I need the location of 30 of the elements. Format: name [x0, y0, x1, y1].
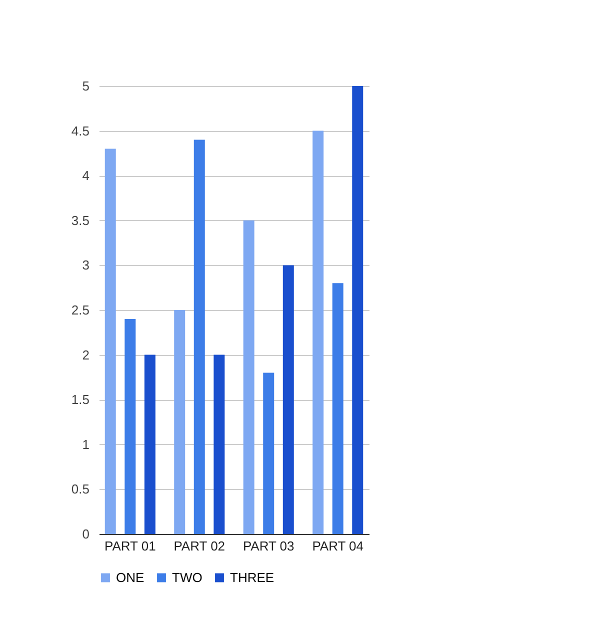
bar: [282, 265, 294, 534]
legend-label: ONE: [116, 570, 144, 585]
legend-label: THREE: [230, 570, 274, 585]
y-tick-label: 3.5: [71, 212, 90, 228]
y-tick-label: 4.5: [71, 123, 90, 138]
y-tick-label: 1: [82, 436, 90, 452]
bar: [194, 140, 205, 534]
y-tick-label: 1.5: [71, 392, 90, 408]
y-tick-label: 0.5: [71, 482, 90, 497]
y-tick-label: 2.5: [71, 302, 90, 318]
bar: [104, 148, 116, 534]
legend-label: TWO: [172, 570, 202, 585]
bar: [174, 310, 186, 534]
bar: [352, 86, 364, 534]
bar: [243, 220, 254, 534]
bar: [144, 354, 156, 534]
x-tick-label: PART 01: [104, 538, 156, 554]
bar: [263, 372, 274, 534]
x-tick-label: PART 03: [242, 538, 294, 554]
y-tick-label: 4: [82, 168, 90, 184]
x-tick-label: PART 02: [174, 538, 226, 554]
y-tick-label: 5: [82, 78, 90, 94]
y-tick-label: 2: [82, 347, 90, 362]
bar: [312, 130, 324, 534]
x-tick-label: PART 04: [312, 538, 364, 554]
y-tick-label: 3: [82, 258, 90, 273]
bar: [332, 283, 344, 534]
y-tick-label: 0: [82, 526, 90, 542]
bar: [214, 354, 225, 534]
bar: [124, 318, 136, 534]
